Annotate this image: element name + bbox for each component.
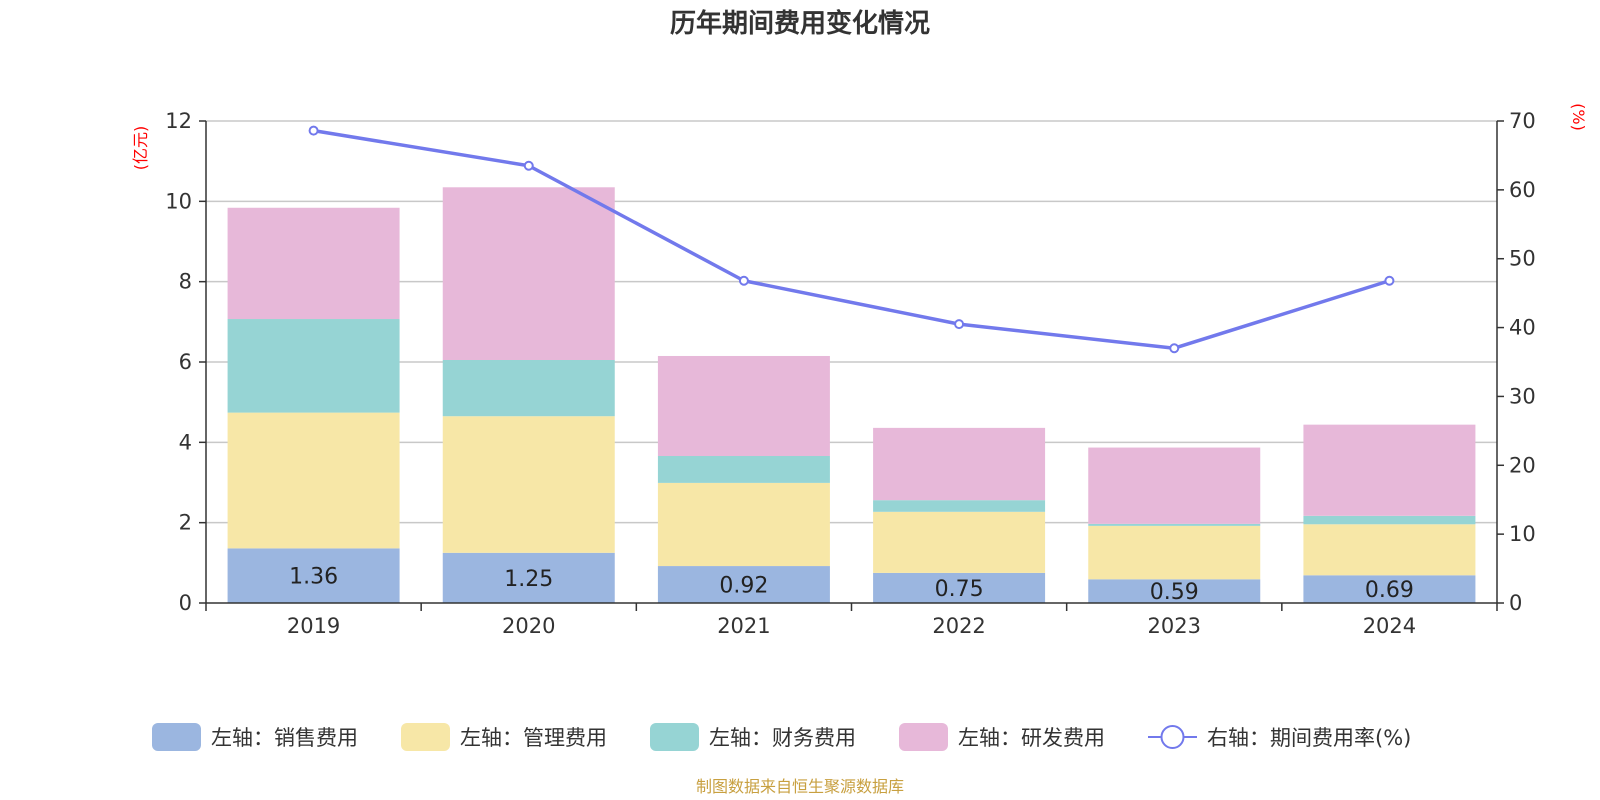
rate-line: [308, 125, 1395, 354]
right-tick-label: 20: [1509, 453, 1536, 477]
data-label: 1.25: [504, 567, 553, 592]
bar-研发费用-2022: [873, 427, 1046, 501]
bar-管理费用-2023: [1088, 525, 1261, 580]
bar-研发费用-2023: [1088, 447, 1261, 524]
bar-销售费用-2019: [227, 548, 400, 603]
legend-swatch: [401, 723, 450, 751]
x-tick-label: 2023: [1148, 614, 1201, 638]
legend-item: 左轴：研发费用: [899, 723, 1105, 751]
legend-swatch: [152, 723, 201, 751]
right-tick-label: 60: [1509, 178, 1536, 202]
data-labels: 1.36 1.25 0.92 0.75 0.59 0.69: [289, 565, 1414, 605]
legend-marker: [1160, 725, 1185, 749]
legend-item: 左轴：销售费用: [152, 723, 358, 751]
x-tick-label: 2021: [717, 614, 770, 638]
right-tick-label: 50: [1509, 247, 1536, 271]
rate-point: [1384, 275, 1395, 286]
left-tick-label: 2: [179, 511, 192, 535]
bar-销售费用-2023: [1088, 579, 1261, 603]
chart-title: 历年期间费用变化情况: [670, 8, 930, 39]
bars: [227, 187, 1476, 603]
legend-swatch: [650, 723, 699, 751]
data-label: 0.92: [719, 574, 768, 599]
left-tick-label: 4: [179, 430, 192, 454]
right-tick-label: 0: [1509, 591, 1522, 615]
right-tick-label: 30: [1509, 384, 1536, 408]
bar-管理费用-2019: [227, 412, 400, 549]
data-label: 0.59: [1150, 580, 1199, 605]
bar-研发费用-2019: [227, 207, 400, 320]
bar-财务费用-2024: [1303, 515, 1476, 525]
data-source-note: 制图数据来自恒生聚源数据库: [696, 777, 904, 796]
rate-line-path: [313, 128, 1390, 350]
x-tick-label: 2020: [502, 614, 555, 638]
legend-label: 左轴：研发费用: [958, 726, 1105, 750]
legend-label: 右轴：期间费用率(%): [1207, 726, 1411, 750]
bar-管理费用-2020: [442, 416, 615, 553]
data-label: 1.36: [289, 565, 338, 590]
right-tick-label: 70: [1509, 109, 1536, 133]
bar-财务费用-2019: [227, 319, 400, 413]
axes: 0 2 4 6 8 10 12 0 10 20 30 40 50 60 70 2019 2020 2021 2022…: [165, 109, 1535, 638]
legend-item: 左轴：管理费用: [401, 723, 607, 751]
bar-研发费用-2020: [442, 187, 615, 360]
legend-label: 左轴：财务费用: [709, 726, 856, 750]
rate-point: [954, 319, 965, 330]
bar-财务费用-2021: [657, 455, 830, 483]
bar-管理费用-2021: [657, 482, 830, 567]
left-tick-label: 12: [165, 109, 192, 133]
left-axis-unit: (亿元): [131, 126, 150, 171]
bar-销售费用-2024: [1303, 575, 1476, 603]
bar-财务费用-2020: [442, 359, 615, 417]
left-tick-label: 0: [179, 591, 192, 615]
legend-item: 左轴：财务费用: [650, 723, 856, 751]
rate-point: [308, 125, 319, 136]
right-tick-label: 40: [1509, 316, 1536, 340]
legend-label: 左轴：销售费用: [211, 726, 358, 750]
bar-财务费用-2022: [873, 500, 1046, 512]
x-tick-label: 2019: [287, 614, 340, 638]
legend-item: 右轴：期间费用率(%): [1148, 725, 1411, 750]
left-tick-label: 6: [179, 350, 192, 374]
legend: 左轴：销售费用 左轴：管理费用 左轴：财务费用 左轴：研发费用 右轴：期间费用率(%): [152, 723, 1411, 751]
bar-销售费用-2021: [657, 566, 830, 603]
bar-研发费用-2024: [1303, 424, 1476, 516]
left-tick-label: 8: [179, 270, 192, 294]
bar-财务费用-2023: [1088, 523, 1261, 526]
legend-label: 左轴：管理费用: [460, 726, 607, 750]
data-label: 0.69: [1365, 578, 1414, 603]
grid: [206, 120, 1497, 524]
x-tick-label: 2022: [932, 614, 985, 638]
rate-point: [523, 160, 534, 171]
bar-研发费用-2021: [657, 355, 830, 456]
bar-管理费用-2024: [1303, 524, 1476, 576]
rate-point: [738, 275, 749, 286]
left-tick-label: 10: [165, 189, 192, 213]
data-label: 0.75: [935, 577, 984, 602]
x-tick-label: 2024: [1363, 614, 1416, 638]
right-tick-label: 10: [1509, 522, 1536, 546]
legend-swatch: [899, 723, 948, 751]
rate-point: [1169, 343, 1180, 354]
right-axis-unit: (%): [1569, 103, 1588, 131]
bar-管理费用-2022: [873, 511, 1046, 573]
bar-销售费用-2020: [442, 552, 615, 603]
bar-销售费用-2022: [873, 572, 1046, 603]
